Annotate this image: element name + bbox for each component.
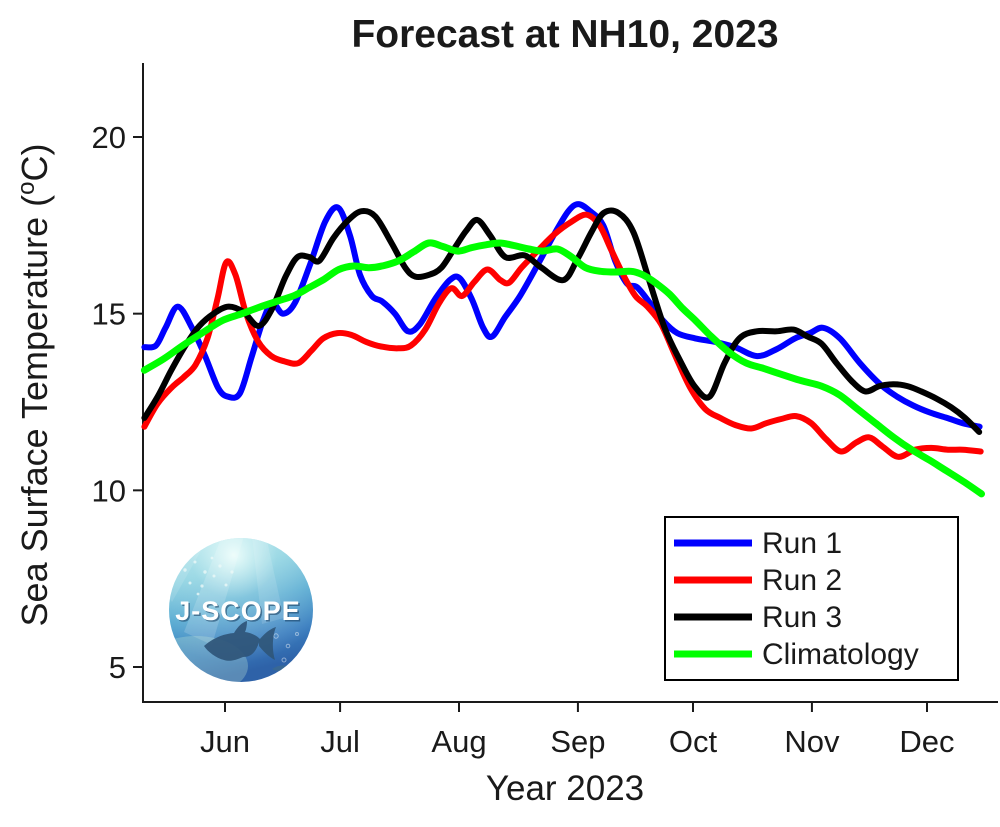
- y-axis-label: Sea Surface Temperature (oC): [13, 144, 55, 627]
- x-tick-label: Dec: [899, 724, 954, 759]
- x-tick-label: Oct: [669, 724, 718, 759]
- series-climatology-line: [140, 239, 985, 498]
- y-tick-label: 20: [92, 120, 126, 155]
- legend-label-run1: Run 1: [762, 527, 842, 560]
- x-axis-label: Year 2023: [486, 769, 644, 808]
- legend-label-climatology: Climatology: [762, 638, 919, 671]
- y-axis-label-main: Sea Surface Temperature (: [14, 195, 55, 627]
- logo-light-glow: [169, 538, 313, 682]
- legend-label-run2: Run 2: [762, 564, 842, 597]
- chart-title: Forecast at NH10, 2023: [351, 13, 778, 56]
- y-axis-label-superscript: o: [13, 182, 40, 195]
- x-axis-ticks: Jun Jul Aug Sep Oct Nov Dec: [200, 702, 955, 759]
- axes: [142, 63, 998, 703]
- legend-label-run3: Run 3: [762, 601, 842, 634]
- x-tick-label: Sep: [550, 724, 605, 759]
- y-tick-label: 10: [92, 473, 126, 508]
- plot-lines: [140, 201, 985, 498]
- x-tick-label: Nov: [784, 724, 840, 759]
- series-run3-line: [141, 207, 983, 435]
- logo-text: J-SCOPE: [175, 596, 301, 626]
- y-axis-ticks: 5 10 15 20: [92, 120, 143, 685]
- bubbles: [273, 632, 299, 663]
- y-tick-label: 15: [92, 297, 126, 332]
- x-tick-label: Jul: [320, 724, 360, 759]
- y-axis-label-unit: C): [14, 144, 55, 182]
- y-tick-label: 5: [109, 650, 126, 685]
- legend: Run 1 Run 2 Run 3 Climatology: [664, 516, 959, 681]
- x-tick-label: Aug: [431, 724, 486, 759]
- jscope-logo: J-SCOPE J-SCOPE: [169, 538, 313, 682]
- x-tick-label: Jun: [200, 724, 250, 759]
- logo-text-shadow: J-SCOPE: [177, 598, 303, 628]
